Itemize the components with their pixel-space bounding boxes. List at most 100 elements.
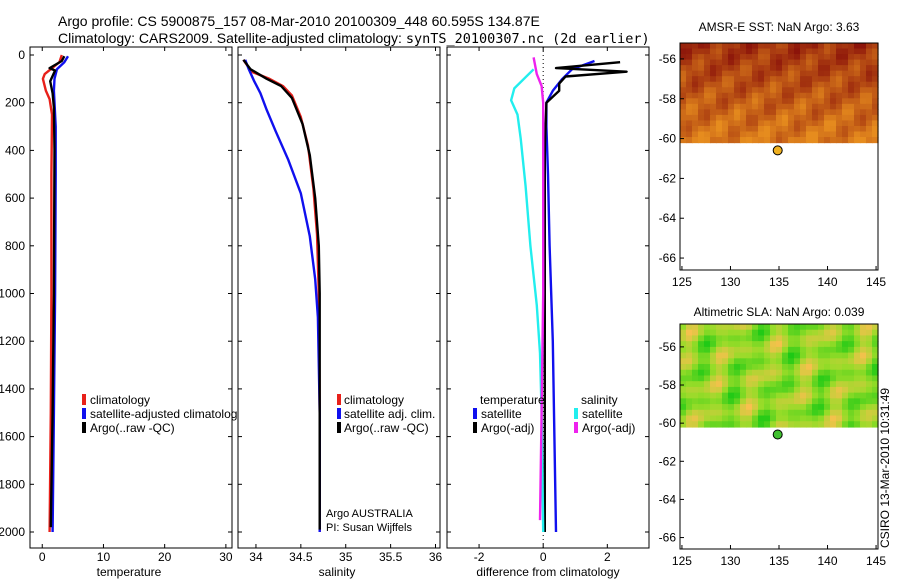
sla-heatmap-cell — [680, 415, 687, 422]
sst-heatmap-cell — [782, 87, 789, 94]
sla-heatmap-cell — [788, 392, 795, 399]
sst-heatmap-cell — [740, 54, 747, 61]
sst-heatmap-cell — [758, 125, 765, 133]
sst-heatmap-cell — [734, 92, 741, 99]
sst-heatmap-cell — [740, 98, 747, 105]
sla-heatmap-cell — [866, 364, 873, 371]
sla-heatmap-cell — [848, 364, 855, 371]
sla-heatmap-cell — [746, 341, 753, 348]
sla-heatmap-cell — [710, 404, 717, 411]
sla-heatmap-cell — [776, 341, 783, 348]
sla-map-title: Altimetric SLA: NaN Argo: 0.039 — [694, 305, 865, 319]
sla-heatmap-cell — [686, 392, 693, 399]
sla-heatmap-cell — [848, 335, 855, 342]
sst-heatmap-cell — [752, 120, 759, 127]
sst-heatmap-cell — [764, 114, 771, 122]
sst-heatmap-cell — [734, 125, 741, 133]
sla-heatmap-cell — [818, 352, 825, 359]
sst-heatmap-cell — [680, 87, 687, 94]
sla-heatmap-cell — [770, 352, 777, 359]
sst-heatmap-cell — [830, 131, 837, 138]
sst-heatmap-cell — [710, 103, 717, 110]
sst-heatmap-cell — [842, 98, 849, 105]
sla-heatmap-cell — [704, 346, 711, 354]
sst-heatmap-cell — [866, 48, 873, 55]
sla-heatmap-cell — [716, 352, 723, 359]
sst-heatmap-cell — [710, 81, 717, 88]
sla-heatmap-cell — [686, 421, 693, 428]
sla-heatmap-cell — [854, 398, 861, 405]
sst-heatmap-cell — [722, 65, 729, 72]
sst-heatmap-cell — [848, 109, 855, 116]
sst-heatmap-cell — [782, 109, 789, 116]
sst-heatmap-cell — [716, 103, 723, 110]
sst-heatmap-cell — [716, 81, 723, 88]
sst-heatmap-cell — [812, 137, 819, 144]
temperature-axes-frame — [29, 46, 233, 549]
sla-heatmap-cell — [716, 421, 723, 428]
sla-heatmap-cell — [794, 352, 801, 359]
sla-heatmap-cell — [776, 358, 783, 365]
sst-heatmap-cell — [872, 87, 879, 94]
sla-heatmap-cell — [866, 346, 873, 354]
sst-heatmap-cell — [698, 87, 705, 94]
sst-heatmap-cell — [746, 120, 753, 127]
header-line-2: Climatology: CARS2009. Satellite-adjuste… — [58, 30, 650, 47]
sla-heatmap-cell — [686, 329, 693, 337]
sla-heatmap-cell — [812, 324, 819, 331]
sst-heatmap-cell — [872, 76, 879, 83]
sla-heatmap-cell — [782, 392, 789, 399]
sst-heatmap-cell — [752, 125, 759, 133]
sst-heatmap-cell — [872, 109, 879, 116]
sla-heatmap-cell — [752, 421, 759, 428]
sst-heatmap-cell — [788, 125, 795, 133]
sst-heatmap-cell — [848, 65, 855, 72]
sst-heatmap-cell — [692, 81, 699, 88]
salinity-series-red — [242, 59, 321, 532]
sst-heatmap-cell — [704, 59, 711, 66]
sst-heatmap-cell — [716, 120, 723, 127]
sla-heatmap-cell — [758, 324, 765, 331]
sla-heatmap-cell — [800, 409, 807, 417]
sst-ytick-label: -56 — [659, 52, 677, 66]
sla-heatmap-cell — [752, 392, 759, 399]
sst-heatmap-cell — [698, 120, 705, 127]
sst-heatmap-cell — [734, 70, 741, 77]
sst-heatmap-cell — [722, 70, 729, 77]
sst-heatmap-cell — [746, 109, 753, 116]
sla-ytick-label: -66 — [659, 531, 677, 545]
sst-heatmap-cell — [698, 76, 705, 83]
sla-heatmap-cell — [704, 364, 711, 371]
sla-heatmap-cell — [692, 369, 699, 377]
argo-country-annotation: Argo AUSTRALIA — [326, 508, 413, 520]
sst-heatmap-cell — [686, 54, 693, 61]
legend-swatch-climatology — [82, 394, 86, 405]
sst-heatmap-cell — [872, 43, 879, 50]
legend-swatch-satellite-2 — [337, 408, 341, 419]
sst-xtick-label: 130 — [720, 275, 740, 289]
sst-xtick-label: 135 — [769, 275, 789, 289]
sst-heatmap-cell — [782, 65, 789, 72]
sla-heatmap-cell — [854, 358, 861, 365]
sla-heatmap-cell — [812, 415, 819, 422]
sla-heatmap-cell — [680, 364, 687, 371]
sst-heatmap-cell — [728, 125, 735, 133]
sla-heatmap-cell — [842, 381, 849, 388]
sst-heatmap-cell — [788, 92, 795, 99]
sla-heatmap-cell — [746, 386, 753, 394]
sla-heatmap-cell — [866, 421, 873, 428]
sst-heatmap-cell — [770, 109, 777, 116]
sla-heatmap-cell — [788, 409, 795, 417]
sla-heatmap-cell — [842, 358, 849, 365]
depth-tick-label: 2000 — [0, 525, 25, 539]
sla-heatmap-cell — [734, 415, 741, 422]
sla-heatmap-cell — [788, 341, 795, 348]
sla-heatmap-cell — [800, 324, 807, 331]
sla-heatmap-cell — [770, 329, 777, 337]
sla-heatmap-cell — [716, 364, 723, 371]
sla-heatmap-cell — [872, 341, 879, 348]
sst-heatmap-cell — [728, 114, 735, 122]
sla-heatmap-cell — [818, 341, 825, 348]
temperature-lines — [41, 54, 70, 533]
